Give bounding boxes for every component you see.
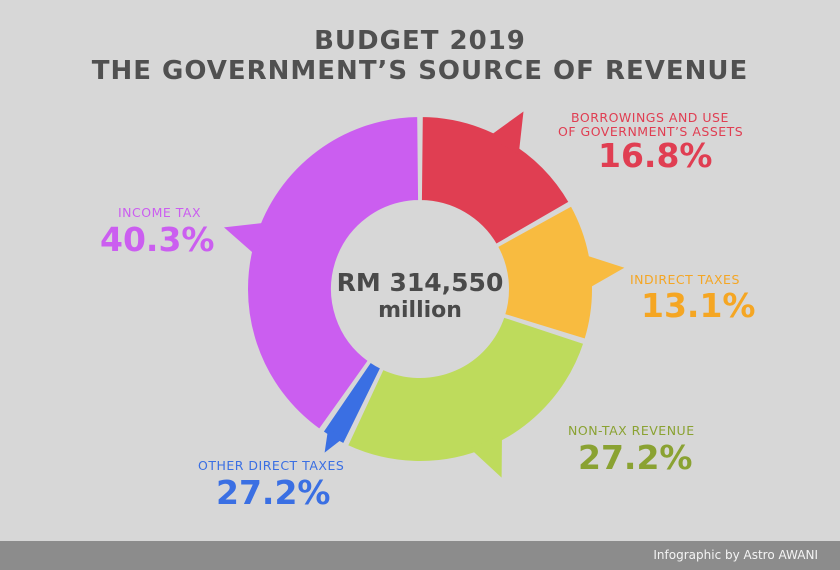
slice-borrowings	[419, 114, 572, 247]
pct-borrowings: 16.8%	[598, 136, 713, 175]
pointer-other-direct-taxes	[324, 428, 344, 453]
pct-other-direct-taxes: 27.2%	[216, 473, 331, 512]
slice-non-tax-revenue	[345, 315, 586, 463]
pct-indirect-taxes: 13.1%	[641, 286, 756, 325]
label-non-tax-revenue: NON-TAX REVENUE	[568, 423, 695, 438]
pct-non-tax-revenue: 27.2%	[578, 438, 693, 477]
slice-income-tax	[246, 114, 421, 432]
label-borrowings-line2: OF GOVERNMENT’S ASSETS	[558, 124, 744, 139]
chart-title: BUDGET 2019	[314, 26, 526, 56]
label-income-tax: INCOME TAX	[118, 205, 202, 220]
center-unit: million	[378, 298, 462, 323]
pct-income-tax: 40.3%	[100, 220, 215, 259]
label-borrowings: BORROWINGS AND USE	[571, 110, 729, 125]
label-indirect-taxes: INDIRECT TAXES	[630, 272, 740, 287]
pointer-non-tax-revenue	[469, 434, 502, 478]
slice-indirect-taxes	[495, 203, 594, 341]
label-other-direct-taxes: OTHER DIRECT TAXES	[198, 458, 345, 473]
footer-bar: Infographic by Astro AWANI	[0, 541, 840, 570]
pointer-indirect-taxes	[583, 254, 625, 290]
center-total: RM 314,550	[336, 268, 504, 297]
chart-subtitle: THE GOVERNMENT’S SOURCE OF REVENUE	[91, 56, 749, 86]
pointer-borrowings	[488, 111, 524, 155]
credit-text: Infographic by Astro AWANI	[653, 548, 818, 562]
pointer-income-tax	[223, 222, 267, 256]
